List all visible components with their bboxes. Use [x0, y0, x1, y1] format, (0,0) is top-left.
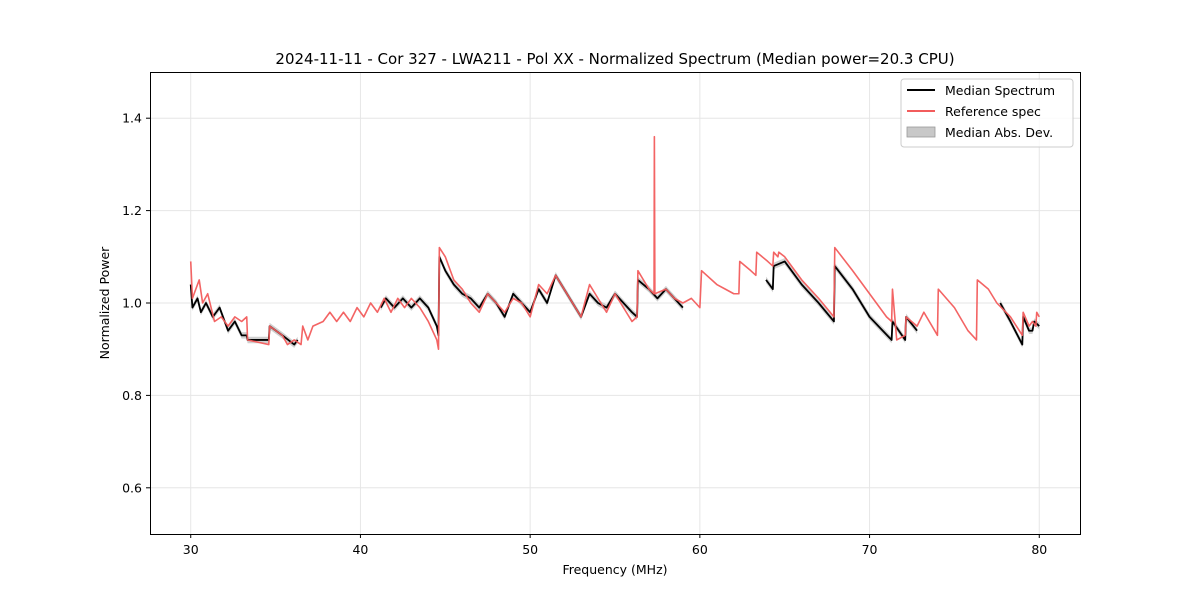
- x-tick-label: 50: [522, 542, 538, 557]
- x-tick-label: 40: [352, 542, 368, 557]
- x-tick-label: 70: [862, 542, 878, 557]
- y-axis-label: Normalized Power: [97, 246, 112, 360]
- y-tick-label: 0.8: [122, 388, 142, 403]
- legend: Median Spectrum Reference spec Median Ab…: [900, 78, 1074, 148]
- plot-area: [189, 135, 1040, 351]
- legend-mad-swatch: [906, 126, 936, 138]
- x-axis-label: Frequency (MHz): [562, 562, 667, 577]
- legend-box: [900, 78, 1074, 148]
- axes-frame: [150, 72, 1081, 535]
- x-tick-label: 80: [1031, 542, 1047, 557]
- legend-median-label: Median Spectrum: [945, 83, 1055, 98]
- chart-title: 2024-11-11 - Cor 327 - LWA211 - Pol XX -…: [275, 50, 954, 68]
- y-tick-label: 0.6: [122, 480, 142, 495]
- legend-reference-label: Reference spec: [945, 104, 1041, 119]
- x-tick-label: 60: [692, 542, 708, 557]
- y-tick-label: 1.0: [122, 296, 142, 311]
- x-tick-label: 30: [183, 542, 199, 557]
- y-tick-label: 1.4: [122, 111, 142, 126]
- y-tick-label: 1.2: [122, 203, 142, 218]
- legend-mad-label: Median Abs. Dev.: [945, 125, 1053, 140]
- median-spectrum-line: [380, 255, 684, 337]
- reference-spectrum-line: [189, 135, 1040, 351]
- ticks: 30 40 50 60 70 80 0.6 0.8 1.0 1.2 1.4: [122, 111, 1047, 557]
